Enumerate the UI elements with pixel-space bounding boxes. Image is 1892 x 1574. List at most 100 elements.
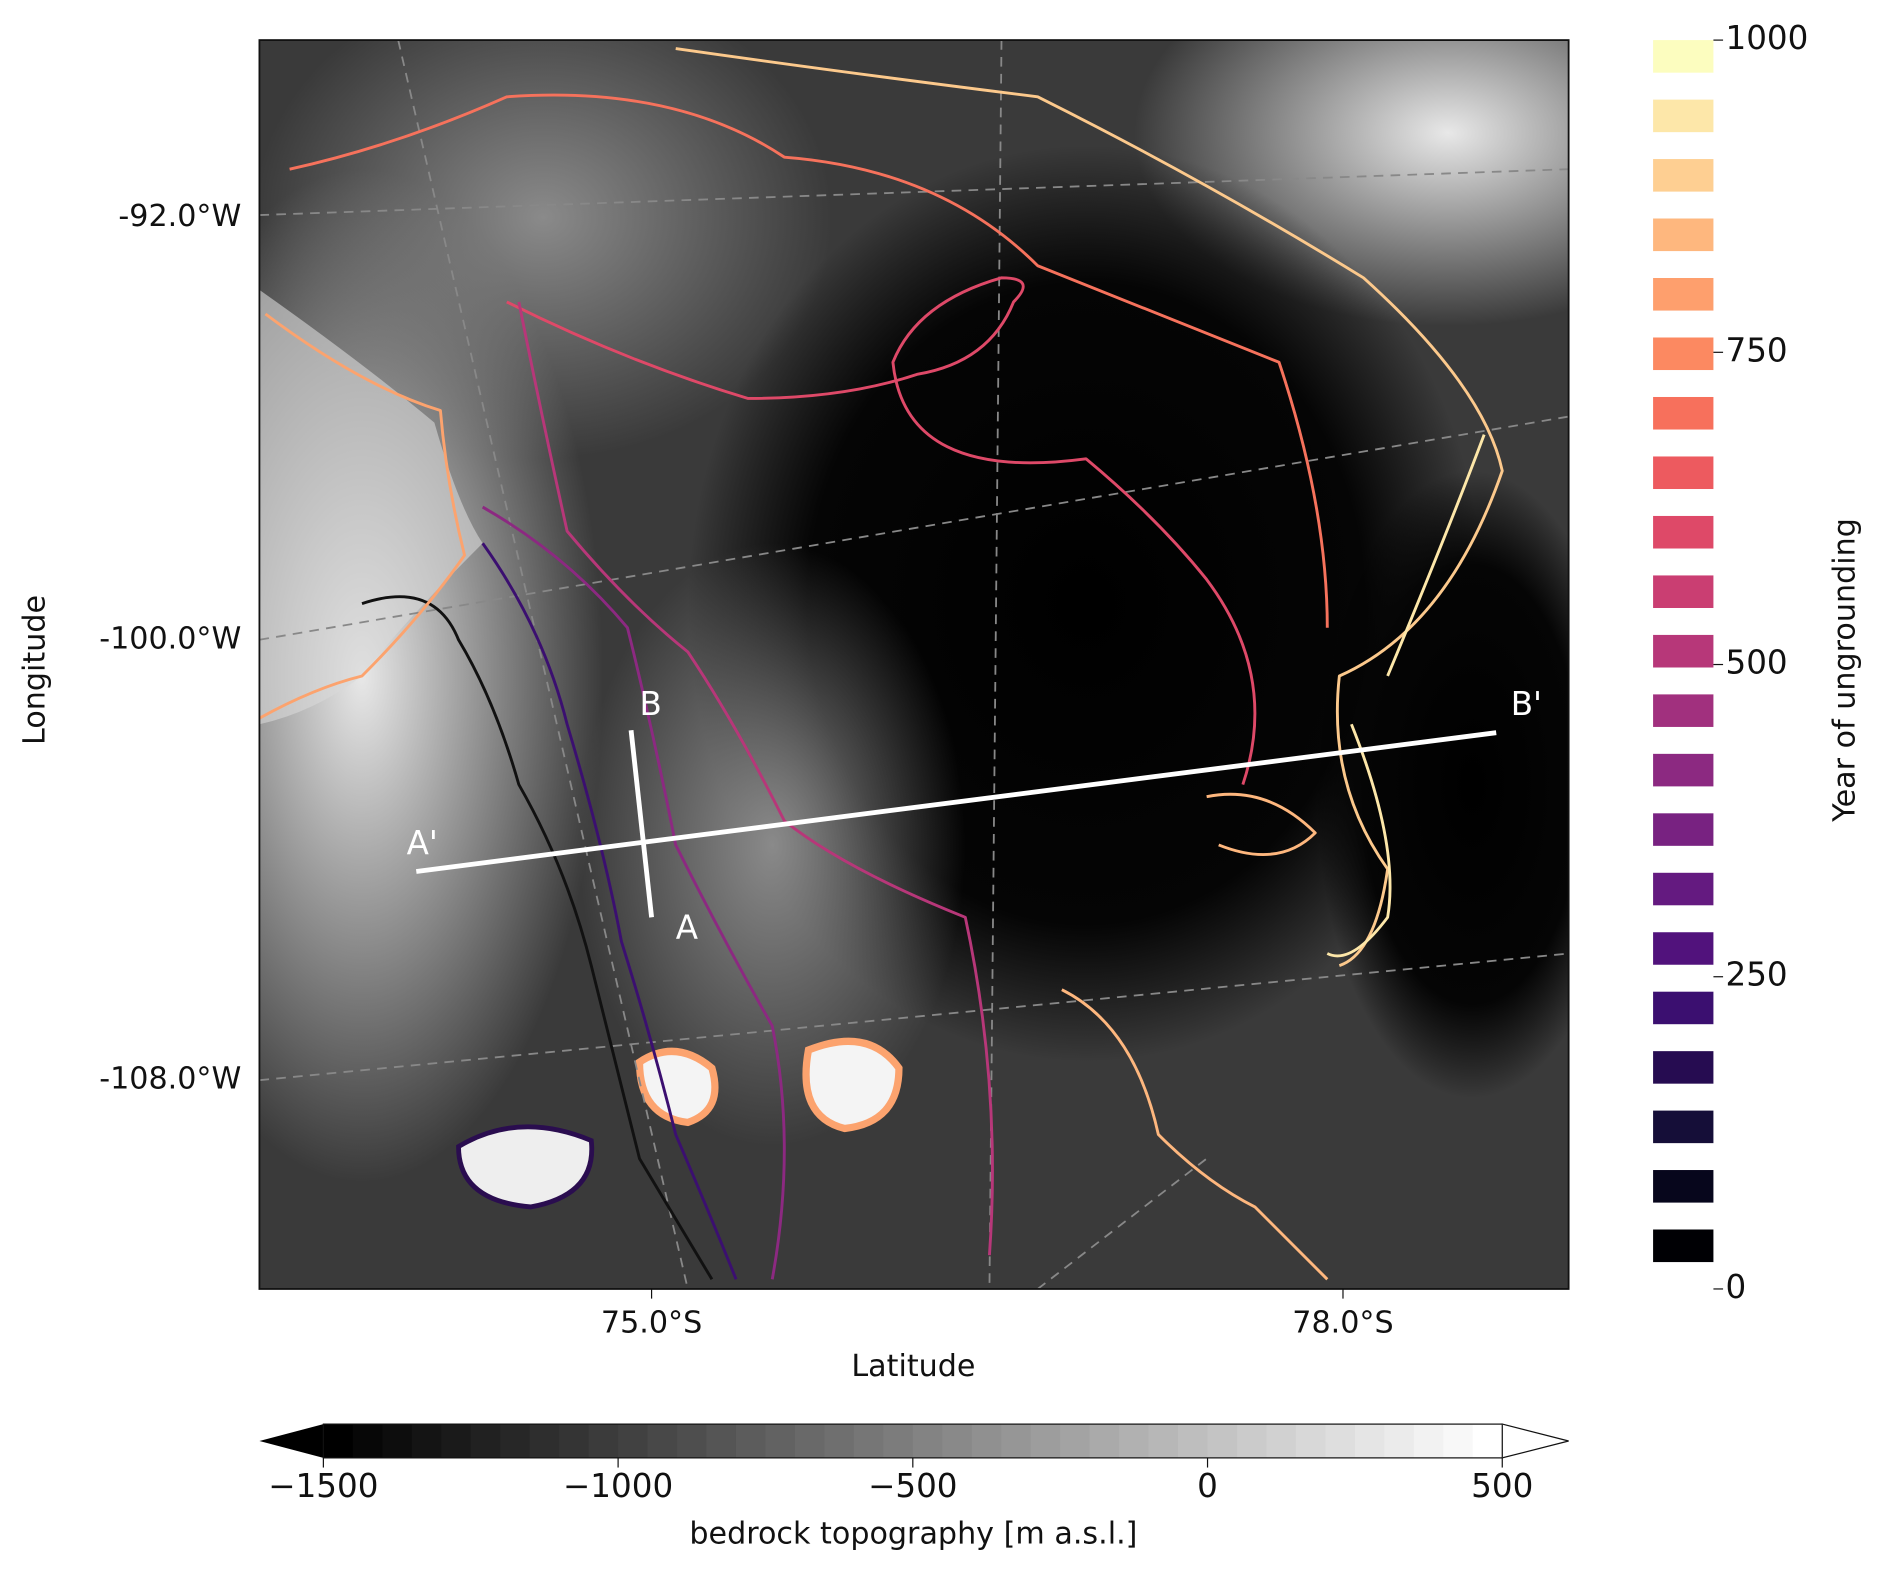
colorbar-band: [765, 1424, 796, 1458]
colorbar-band: [647, 1424, 678, 1458]
profile-label: B': [1511, 685, 1542, 723]
colorbar-gap: [1653, 1083, 1714, 1111]
colorbar-band: [470, 1424, 501, 1458]
profile-label: B: [640, 685, 662, 723]
colorbar-band: [1325, 1424, 1356, 1458]
colorbar-gap: [1653, 191, 1714, 219]
colorbar-band: [1653, 337, 1714, 371]
grid-line: [259, 415, 1569, 641]
colorbar-band: [706, 1424, 737, 1458]
colorbar-extend: [1501, 1423, 1569, 1459]
colorbar-band: [1472, 1424, 1503, 1458]
colorbar-gap: [1653, 1143, 1714, 1171]
grid-line: [988, 40, 1003, 1289]
colorbar-band: [1060, 1424, 1091, 1458]
colorbar-gap: [1653, 310, 1714, 338]
colorbar-band: [1653, 40, 1714, 73]
colorbar-gap: [1653, 489, 1714, 516]
colorbar-band: [883, 1424, 914, 1458]
colorbar-band: [735, 1424, 767, 1458]
colorbar-band: [794, 1424, 826, 1458]
colorbar-band: [942, 1424, 973, 1458]
contour: [506, 276, 1257, 786]
y-tick-label: -108.0°W: [99, 1062, 241, 1097]
contour: [675, 47, 1504, 967]
colorbar-band: [1653, 932, 1714, 965]
y-tick-label: -92.0°W: [118, 199, 241, 234]
colorbar-band: [1653, 396, 1714, 430]
island: [456, 1124, 595, 1210]
colorbar-gap: [1653, 905, 1714, 933]
profile-label: A': [407, 824, 438, 862]
colorbar-band: [1295, 1424, 1327, 1458]
colorbar-band: [1001, 1424, 1032, 1458]
colorbar-gap: [1653, 786, 1714, 814]
terrain: [259, 289, 483, 725]
grid-line: [397, 40, 689, 1289]
colorbar-band: [824, 1424, 855, 1458]
colorbar-band: [1148, 1424, 1179, 1458]
colorbar-band: [1653, 99, 1714, 133]
colorbar-band: [1653, 515, 1714, 549]
colorbar-band: [618, 1424, 649, 1458]
colorbar-tick-label: −500: [868, 1467, 957, 1505]
contour: [481, 542, 738, 1280]
colorbar-band: [1653, 872, 1714, 906]
contour: [1326, 434, 1486, 958]
terrain: [1315, 470, 1569, 1099]
colorbar-band: [1653, 1170, 1714, 1203]
colorbar-gap: [1653, 1024, 1714, 1052]
profile-line: [415, 730, 1497, 874]
colorbar-band: [1653, 753, 1714, 787]
colorbar-gap: [1653, 72, 1714, 100]
colorbar-band: [1653, 456, 1714, 490]
colorbar-tick-label: −1500: [268, 1467, 378, 1505]
colorbar-band: [677, 1424, 708, 1458]
grid-line: [1037, 1157, 1208, 1289]
colorbar-band: [500, 1424, 531, 1458]
colorbar-band: [1653, 634, 1714, 668]
colorbar-band: [441, 1424, 472, 1458]
contour: [481, 505, 786, 1280]
y-axis-label: Longitude: [18, 595, 53, 745]
colorbar-gap: [1653, 845, 1714, 873]
colorbar-gap: [1653, 1262, 1714, 1289]
colorbar-band: [853, 1424, 884, 1458]
colorbar-gap: [1653, 251, 1714, 278]
map-frame: [258, 39, 1570, 1290]
profile-label: A: [676, 908, 698, 946]
colorbar-tick-label: 500: [1725, 644, 1787, 682]
colorbar-tick-label: 250: [1725, 956, 1787, 994]
colorbar-tick-label: 750: [1725, 331, 1787, 369]
colorbar-gap: [1653, 667, 1714, 695]
contour: [289, 93, 1329, 628]
colorbar-band: [1653, 277, 1714, 311]
colorbar-band: [1653, 159, 1714, 192]
colorbar-gap: [1653, 726, 1714, 754]
colorbar-gap: [1653, 548, 1714, 576]
colorbar-gap: [1653, 132, 1714, 160]
colorbar-band: [1237, 1424, 1268, 1458]
contour: [259, 312, 467, 720]
colorbar-band: [1178, 1424, 1209, 1458]
colorbar-tick-label: 0: [1197, 1467, 1218, 1505]
colorbar-band: [1653, 575, 1714, 609]
colorbar-band: [1653, 1051, 1714, 1084]
colorbar-band: [323, 1424, 354, 1458]
colorbar-band: [971, 1424, 1002, 1458]
colorbar-band: [1413, 1424, 1444, 1458]
contour: [517, 301, 994, 1256]
colorbar-band: [411, 1424, 442, 1458]
colorbar-gap: [1653, 608, 1714, 635]
contour: [1061, 792, 1329, 1281]
colorbar-band: [1119, 1424, 1150, 1458]
colorbar-band: [529, 1424, 560, 1458]
colorbar-band: [1653, 813, 1714, 846]
colorbar-tick-label: 1000: [1725, 19, 1808, 57]
x-axis-label: Latitude: [851, 1349, 975, 1384]
colorbar-band: [588, 1424, 619, 1458]
colorbar-gap: [1653, 370, 1714, 397]
colorbar-band: [1089, 1424, 1120, 1458]
colorbar-band: [1207, 1424, 1238, 1458]
